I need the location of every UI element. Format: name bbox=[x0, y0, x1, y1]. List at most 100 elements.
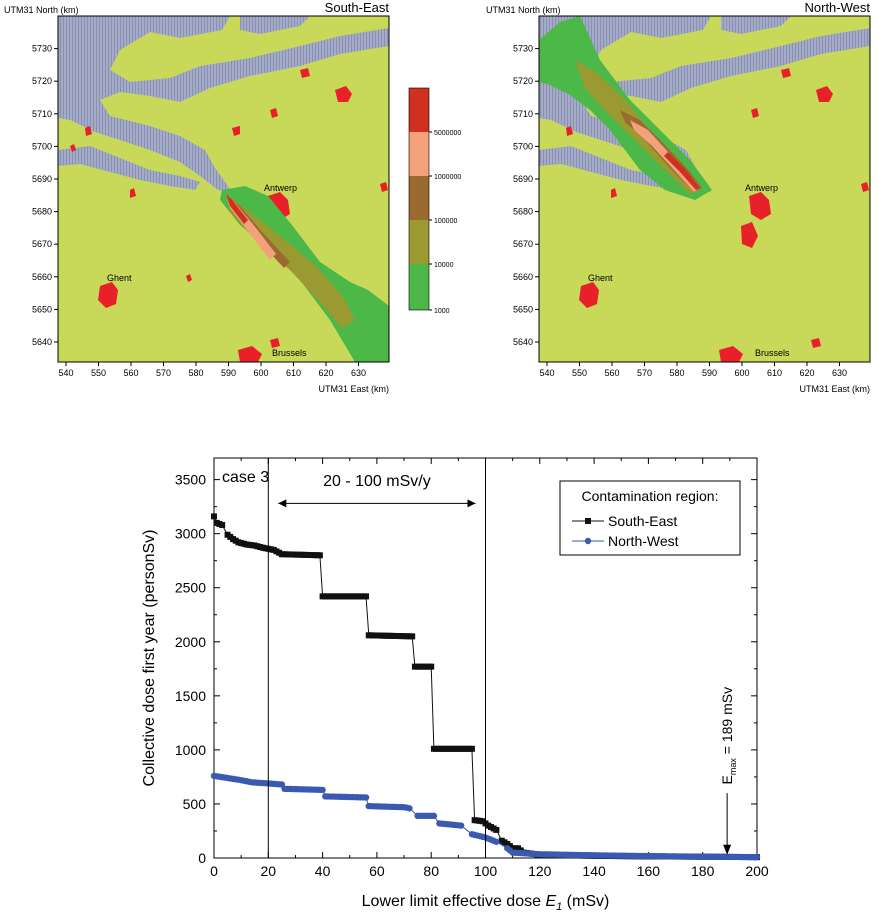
map-x-tick-label: 560 bbox=[123, 368, 138, 378]
series-marker bbox=[457, 822, 465, 829]
y-axis-label: Collective dose first year (personSv) bbox=[141, 530, 158, 787]
series-marker bbox=[493, 838, 500, 845]
map-x-tick-label: 580 bbox=[669, 368, 684, 378]
plume-south-east bbox=[220, 186, 389, 362]
city-label-brussels: Brussels bbox=[272, 348, 307, 358]
map-frame bbox=[57, 15, 390, 363]
map-y-tick-label: 5700 bbox=[32, 141, 52, 151]
map-x-tick-label: 550 bbox=[91, 368, 106, 378]
map-axis-ticks: 540 550 560 570 580 590 600 610 620 630 5640 5650 56… bbox=[513, 44, 847, 378]
map-x-tick-label: 630 bbox=[832, 368, 847, 378]
legend: Contamination region: South-East North-Wes… bbox=[559, 480, 741, 556]
map-title: South-East bbox=[325, 0, 390, 15]
map-y-tick-label: 5720 bbox=[513, 76, 533, 86]
series-marker bbox=[409, 633, 416, 640]
map-x-tick-label: 570 bbox=[637, 368, 652, 378]
series-marker bbox=[319, 786, 326, 794]
y-tick-label: 2000 bbox=[175, 634, 206, 650]
map-x-tick-label: 540 bbox=[539, 368, 554, 378]
x-tick-label: 20 bbox=[261, 863, 277, 879]
y-tick-label: 1500 bbox=[175, 688, 206, 704]
water-area bbox=[58, 146, 200, 190]
map-y-tick-label: 5690 bbox=[32, 174, 52, 184]
map-y-tick-label: 5680 bbox=[513, 207, 533, 217]
map-axis-ticks: 540 550 560 570 580 590 600 610 620 630 5640 5650 56… bbox=[32, 44, 366, 378]
urban-areas bbox=[566, 68, 869, 362]
series-marker bbox=[428, 663, 435, 670]
legend-label: North-West bbox=[608, 533, 679, 549]
series-marker bbox=[316, 552, 323, 559]
map-y-tick-label: 5670 bbox=[513, 239, 533, 249]
series-marker bbox=[753, 853, 761, 861]
arrow-head bbox=[278, 499, 287, 508]
arrow-head bbox=[467, 499, 476, 508]
x-tick-label: 60 bbox=[369, 863, 385, 879]
x-tick-label: 40 bbox=[315, 863, 331, 879]
map-ylabel: UTM31 North (km) bbox=[486, 5, 561, 15]
case-label: case 3 bbox=[222, 469, 269, 486]
range-annotation: 20 - 100 mSv/y bbox=[323, 473, 431, 490]
contamination-maps: UTM31 North (km) South-East bbox=[4, 0, 871, 394]
map-y-tick-label: 5650 bbox=[513, 304, 533, 314]
map-x-tick-label: 630 bbox=[351, 368, 366, 378]
city-label-antwerp: Antwerp bbox=[264, 183, 297, 193]
plume-north-west bbox=[539, 16, 712, 200]
x-tick-label: 120 bbox=[528, 863, 552, 879]
water-area bbox=[58, 16, 389, 192]
x-tick-label: 200 bbox=[745, 863, 769, 879]
map-y-tick-label: 5660 bbox=[32, 272, 52, 282]
map-y-tick-label: 5640 bbox=[513, 337, 533, 347]
y-tick-label: 500 bbox=[183, 796, 207, 812]
legend-label: South-East bbox=[608, 513, 677, 529]
water-area bbox=[539, 16, 870, 192]
x-axis-label: Lower limit effective dose E1 (mSv) bbox=[362, 893, 610, 913]
map-x-tick-label: 550 bbox=[572, 368, 587, 378]
legend-marker bbox=[584, 537, 592, 545]
colorbar-label: 100000 bbox=[434, 218, 457, 225]
map-x-tick-label: 540 bbox=[58, 368, 73, 378]
series-marker bbox=[362, 794, 370, 801]
map-title: North-West bbox=[805, 0, 871, 15]
map-y-tick-label: 5730 bbox=[32, 44, 52, 54]
x-tick-label: 140 bbox=[582, 863, 606, 879]
map-south-east: UTM31 North (km) South-East bbox=[4, 0, 390, 394]
map-north-west: UTM31 North (km) North-West bbox=[486, 0, 871, 394]
map-y-tick-label: 5640 bbox=[32, 337, 52, 347]
chart-axes: 0 20 40 60 80 100 120 140 160 180 2000 500 1000 1500 2… bbox=[141, 457, 769, 913]
map-x-tick-label: 590 bbox=[221, 368, 236, 378]
y-tick-label: 3500 bbox=[175, 472, 206, 488]
colorbar: 5000000 1000000 100000 10000 1000 bbox=[408, 87, 461, 315]
map-y-tick-label: 5690 bbox=[513, 174, 533, 184]
series-marker bbox=[493, 826, 500, 833]
water-area bbox=[539, 146, 681, 190]
map-x-tick-label: 620 bbox=[799, 368, 814, 378]
colorbar-label: 10000 bbox=[434, 262, 454, 269]
series-marker bbox=[211, 513, 217, 520]
y-tick-label: 0 bbox=[198, 850, 206, 866]
x-tick-label: 80 bbox=[423, 863, 439, 879]
x-tick-label: 100 bbox=[474, 863, 498, 879]
water-area bbox=[240, 16, 310, 34]
city-label-brussels: Brussels bbox=[755, 348, 790, 358]
x-tick-label: 180 bbox=[691, 863, 715, 879]
city-label-antwerp: Antwerp bbox=[745, 183, 778, 193]
map-y-tick-label: 5650 bbox=[32, 304, 52, 314]
arrow-head bbox=[723, 844, 732, 855]
legend-marker bbox=[585, 518, 591, 524]
city-label-ghent: Ghent bbox=[588, 273, 613, 283]
map-y-tick-label: 5730 bbox=[513, 44, 533, 54]
x-tick-label: 160 bbox=[637, 863, 661, 879]
series-marker bbox=[468, 745, 475, 752]
map-x-tick-label: 600 bbox=[253, 368, 268, 378]
map-x-tick-label: 560 bbox=[604, 368, 619, 378]
y-tick-label: 3000 bbox=[175, 526, 206, 542]
y-tick-label: 1000 bbox=[175, 742, 206, 758]
map-xlabel: UTM31 East (km) bbox=[799, 384, 870, 394]
map-xlabel: UTM31 East (km) bbox=[318, 384, 389, 394]
colorbar-label: 1000 bbox=[434, 308, 450, 315]
map-y-tick-label: 5680 bbox=[32, 207, 52, 217]
chart-series bbox=[210, 513, 761, 861]
colorbar-label: 5000000 bbox=[434, 130, 461, 137]
map-x-tick-label: 600 bbox=[734, 368, 749, 378]
map-y-tick-label: 5660 bbox=[513, 272, 533, 282]
